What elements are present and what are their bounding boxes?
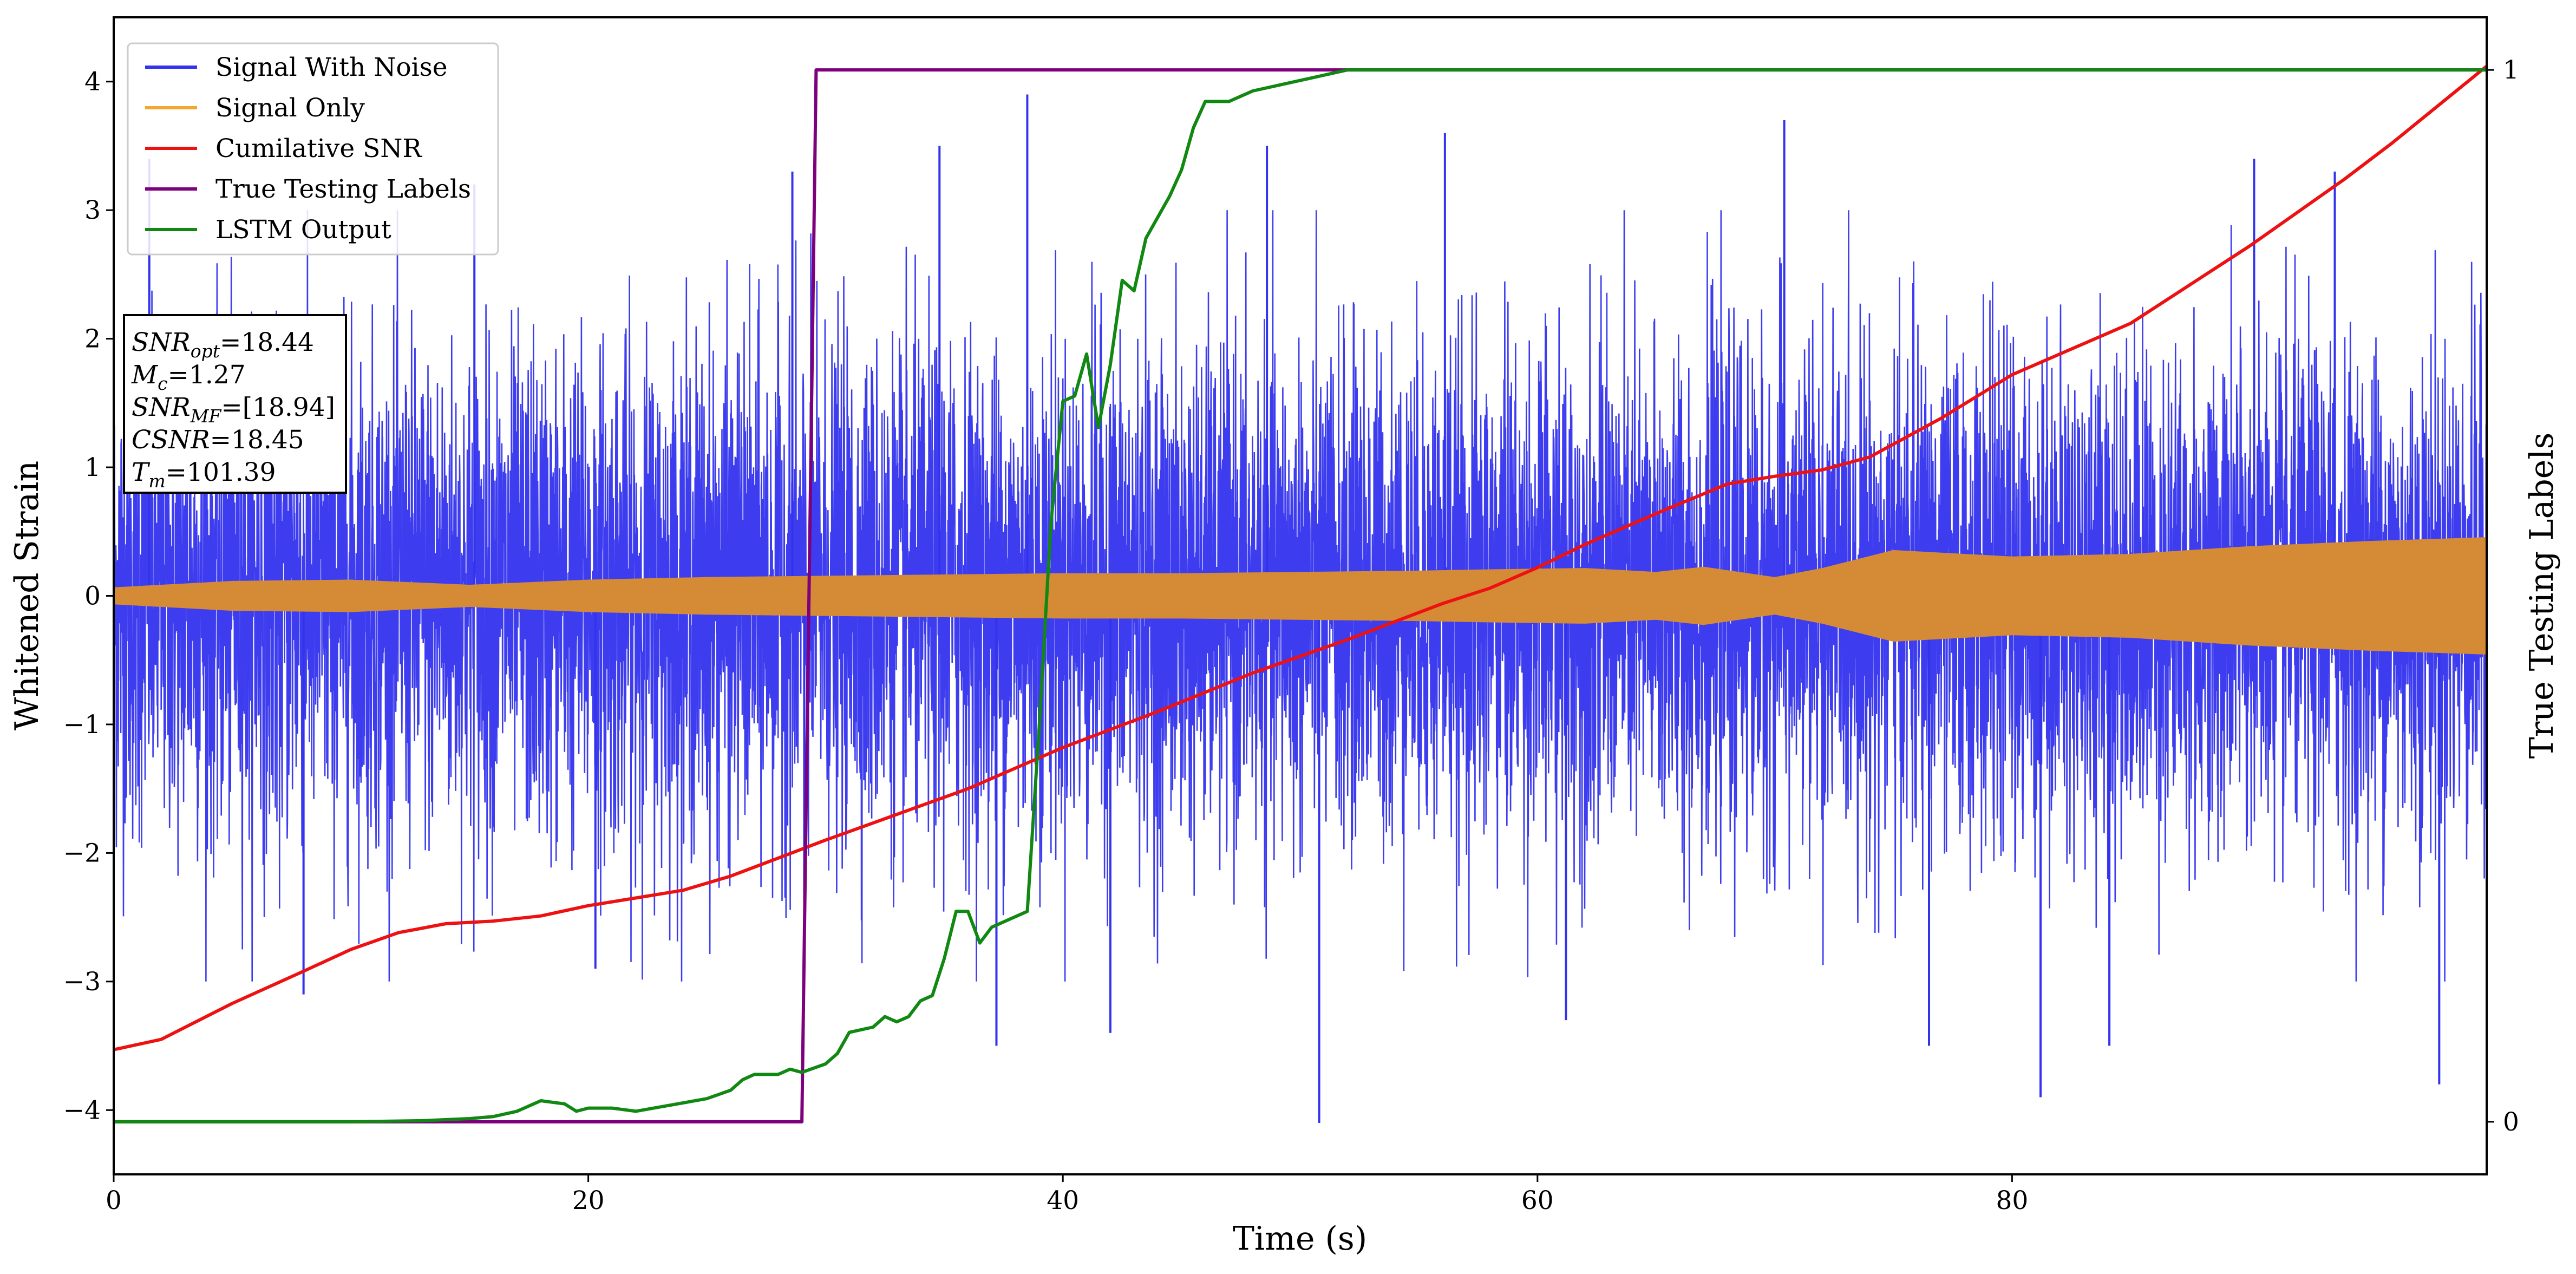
plot-area [114,64,2487,1123]
line-series-layer [114,64,2487,1123]
legend-label-cumilative-snr: Cumilative SNR [215,134,422,164]
y-tick-label-2: −2 [63,838,101,868]
y-tick-label-3: −1 [63,710,101,740]
y-tick-label-6: 2 [84,324,101,354]
y-tick-label-4: 0 [84,582,101,611]
y-axis-label: Whitened Strain [8,461,46,730]
x-tick-label-0: 0 [106,1186,122,1216]
annotation-frame [123,314,347,494]
x-axis-label: Time (s) [1233,1220,1367,1258]
legend-label-signal-with-noise: Signal With Noise [215,53,448,82]
annotation-line-1: Mc=1.27 [131,360,246,394]
y2-tick-label-1: 1 [2503,55,2519,85]
parameter-annotation-box: SNRopt=18.44Mc=1.27SNRMF=[18.94]CSNR=18.… [123,314,347,494]
lstm-output-line [114,68,2487,1123]
signal-with-noise-series [114,94,2487,1123]
y-tick-label-7: 3 [84,195,101,225]
y-tick-label-1: −3 [63,967,101,997]
y2-axis-label: True Testing Labels [2523,433,2561,759]
annotation-line-0: SNRopt=18.44 [132,328,314,362]
y-tick-label-5: 1 [84,453,101,482]
x-tick-label-20: 20 [572,1186,605,1216]
cumilative-snr-line [114,64,2487,1051]
annotation-line-2: SNRMF=[18.94] [132,393,335,427]
annotation-line-4: Tm=101.39 [132,458,276,492]
y2-tick-label-0: 0 [2503,1107,2519,1137]
annotation-line-3: CSNR=18.45 [132,425,304,455]
y-tick-label-0: −4 [63,1095,101,1125]
legend-frame [127,42,499,256]
x-tick-label-60: 60 [1521,1186,1554,1216]
legend-label-signal-only: Signal Only [215,93,365,123]
y-tick-label-8: 4 [84,67,101,97]
legend: Signal With Noise Signal Only Cumilative S… [127,42,499,256]
x-tick-label-80: 80 [1996,1186,2028,1216]
legend-label-true-testing-labels: True Testing Labels [215,174,471,204]
signal-only-series [114,537,2487,655]
signal-only-envelope [114,537,2487,655]
x-tick-label-40: 40 [1047,1186,1079,1216]
legend-label-lstm-output: LSTM Output [215,215,391,245]
